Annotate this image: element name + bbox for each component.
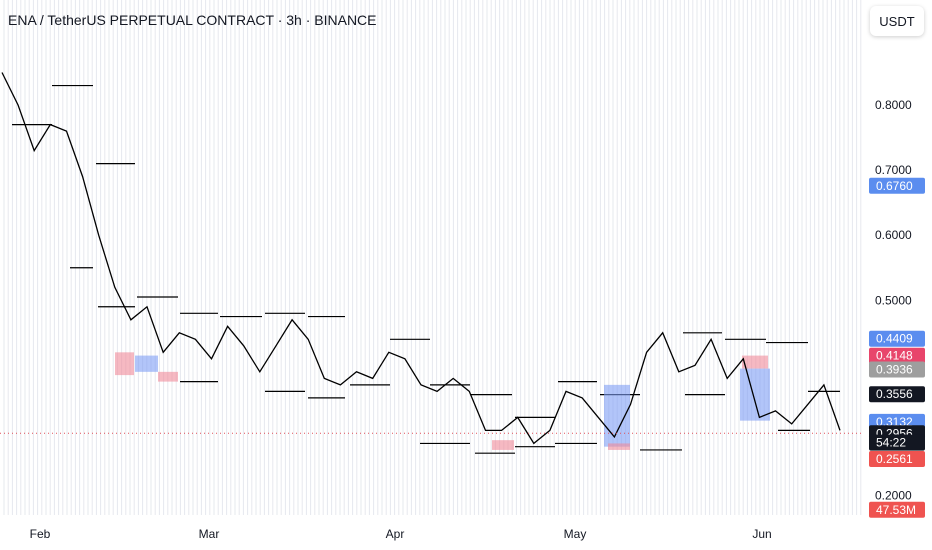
y-tick-label: 0.2000 <box>875 488 912 502</box>
chart-title: ENA / TetherUS PERPETUAL CONTRACT · 3h ·… <box>8 12 377 28</box>
price-badge <box>869 330 925 347</box>
price-badge <box>869 347 925 364</box>
x-tick-label: Apr <box>386 527 405 541</box>
y-tick-label: 0.8000 <box>875 98 912 112</box>
currency-button[interactable]: USDT <box>870 6 924 36</box>
price-badge-label: 0.6760 <box>876 179 913 193</box>
horizontal-levels <box>12 84 840 454</box>
range-box <box>742 355 768 369</box>
range-box <box>115 352 134 376</box>
price-badge <box>869 177 925 194</box>
range-box <box>492 440 514 450</box>
x-tick-label: May <box>564 527 587 541</box>
price-badge <box>869 434 925 451</box>
price-badge-label: 0.2561 <box>876 452 913 466</box>
range-box <box>158 371 178 382</box>
price-badge-label: 54:22 <box>876 436 906 450</box>
range-box <box>608 443 630 450</box>
time-axis[interactable]: Feb Mar Apr May Jun <box>30 527 772 541</box>
price-series-line <box>1 72 841 445</box>
price-badge <box>869 386 925 403</box>
vertical-grid <box>3 0 862 515</box>
price-badge-label: 0.3556 <box>876 387 913 401</box>
price-badge-label: 0.4148 <box>876 349 913 363</box>
price-badge <box>869 501 925 518</box>
price-badge-label: 47.53M <box>876 503 916 517</box>
price-line <box>1 72 841 445</box>
price-badge-label: 0.4409 <box>876 332 913 346</box>
price-badge-label: 0.3936 <box>876 363 913 377</box>
range-boxes <box>115 352 770 450</box>
y-tick-label: 0.7000 <box>875 163 912 177</box>
price-axis[interactable]: 0.8000 0.7000 0.6000 0.5000 0.2000 <box>875 98 912 502</box>
x-tick-label: Jun <box>752 527 771 541</box>
price-badge <box>869 361 925 378</box>
y-tick-label: 0.5000 <box>875 293 912 307</box>
price-badges: 0.67600.44090.41480.39360.35560.31320.29… <box>869 177 925 518</box>
y-tick-label: 0.6000 <box>875 228 912 242</box>
x-tick-label: Mar <box>199 527 220 541</box>
x-tick-label: Feb <box>30 527 51 541</box>
range-box <box>740 368 770 421</box>
range-box <box>604 384 630 447</box>
price-badge <box>869 450 925 467</box>
range-box <box>135 355 158 372</box>
